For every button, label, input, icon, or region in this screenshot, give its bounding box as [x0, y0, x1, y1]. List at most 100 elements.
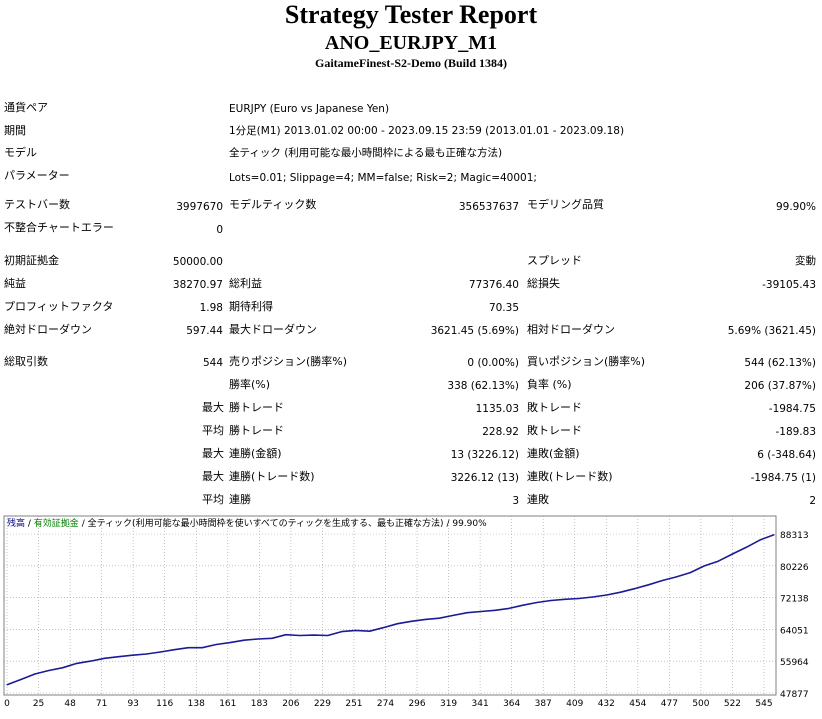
y-tick-label: 88313 [780, 531, 809, 541]
gross-loss-value: -39105.43 [762, 279, 816, 291]
long-label: 買いポジション(勝率%) [527, 355, 646, 368]
avg-win-value: 228.92 [482, 426, 519, 438]
avg-cons-win-label: 連勝 [229, 493, 251, 506]
pf-label: プロフィットファクタ [4, 300, 114, 313]
x-tick-label: 116 [156, 699, 173, 709]
x-tick-label: 206 [282, 699, 299, 709]
gross-loss-label: 総損失 [527, 277, 560, 290]
balance-point [550, 599, 552, 602]
balance-point [243, 639, 245, 641]
trades-label: 総取引数 [4, 355, 48, 368]
balance-point [90, 660, 92, 662]
legend-model: 全ティック(利用可能な最小時間枠を使いすべてのティックを生成する、最も正確な方法… [87, 519, 444, 529]
max-cons-label: 最大 [202, 447, 224, 460]
balance-point [480, 610, 482, 613]
balance-point [313, 634, 315, 636]
max-cons-loss-value: 6 (-348.64) [757, 449, 816, 461]
balance-point [494, 609, 496, 611]
balance-point [285, 634, 287, 636]
balance-point [438, 617, 440, 619]
balance-point [647, 584, 650, 586]
x-tick-label: 409 [566, 699, 583, 709]
long-value: 544 (62.13%) [744, 357, 816, 369]
chart-frame [3, 515, 777, 696]
max-cons-win-label: 連勝(金額) [229, 447, 282, 460]
report-title: Strategy Tester Report [284, 0, 538, 29]
period-value: 1分足(M1) 2013.01.02 00:00 - 2023.09.15 23… [229, 125, 625, 137]
x-tick-label: 71 [96, 699, 107, 709]
server-name: GaitameFinest-S2-Demo (Build 1384) [315, 56, 507, 70]
balance-point [717, 560, 719, 562]
y-tick-label: 64051 [780, 626, 809, 636]
x-tick-label: 93 [127, 699, 138, 709]
balance-point [382, 627, 385, 629]
x-tick-label: 364 [503, 699, 520, 709]
balance-point [369, 630, 371, 632]
bars-value: 3997670 [176, 201, 223, 213]
balance-point [6, 684, 8, 686]
balance-point [564, 598, 566, 600]
balance-point [424, 618, 426, 620]
balance-point [592, 596, 594, 598]
chart-legend: 残高 / 有効証拠金 / 全ティック(利用可能な最小時間枠を使いすべてのティック… [7, 519, 487, 529]
balance-point [773, 534, 775, 536]
win-rate-label: 勝率(%) [229, 378, 271, 391]
balance-point [215, 643, 217, 646]
quality-label: モデリング品質 [527, 198, 604, 211]
balance-chart: 0 25 48 71 93 116 138 161 183 206 229 251 274 296 319 3… [3, 515, 809, 709]
balance-point [578, 597, 580, 600]
balance-point [201, 647, 203, 649]
payoff-label: 期待利得 [229, 300, 273, 313]
balance-point [731, 553, 733, 555]
balance-line [6, 534, 775, 686]
avg-cons-loss-value: 2 [809, 495, 816, 507]
x-tick-label: 138 [188, 699, 205, 709]
max-dd-value: 3621.45 (5.69%) [430, 325, 519, 337]
abs-dd-value: 597.44 [186, 325, 223, 337]
x-tick-label: 25 [33, 699, 44, 709]
x-tick-label: 229 [314, 699, 331, 709]
params-value: Lots=0.01; Slippage=4; MM=false; Risk=2;… [229, 172, 537, 184]
balance-point [410, 620, 412, 622]
pair-value: EURJPY (Euro vs Japanese Yen) [229, 103, 390, 115]
balance-point [689, 572, 691, 574]
max-dd-label: 最大ドローダウン [229, 323, 317, 336]
win-rate-value: 338 (62.13%) [447, 380, 519, 392]
balance-point [229, 642, 231, 644]
balance-point [466, 612, 468, 614]
x-tick-label: 522 [724, 699, 741, 709]
balance-point [745, 546, 747, 548]
balance-point [34, 673, 36, 675]
avg-cons-win-value: 3 [512, 495, 519, 507]
loss-rate-label: 負率 (%) [527, 378, 572, 391]
balance-point [661, 579, 664, 582]
balance-point [508, 607, 510, 609]
balance-point [299, 634, 301, 637]
quality-value: 99.90% [775, 201, 816, 213]
deposit-label: 初期証拠金 [4, 254, 59, 267]
balance-point [341, 631, 343, 633]
y-tick-label: 55964 [780, 658, 809, 668]
balance-point [187, 647, 189, 649]
balance-point [62, 667, 64, 669]
x-tick-label: 454 [629, 699, 646, 709]
payoff-value: 70.35 [488, 302, 519, 314]
y-tick-label: 47877 [780, 690, 809, 700]
x-tick-label: 500 [692, 699, 709, 709]
x-tick-label: 432 [598, 699, 615, 709]
balance-point [355, 629, 357, 631]
largest-win-value: 1135.03 [475, 403, 519, 415]
trades-value: 544 [202, 357, 223, 369]
max-cons-lossamt-label: 連敗(トレード数) [527, 470, 613, 483]
net-value: 38270.97 [172, 279, 223, 291]
balance-point [633, 588, 636, 590]
balance-point [327, 634, 329, 637]
balance-point [675, 576, 678, 578]
rel-dd-label: 相対ドローダウン [527, 323, 615, 336]
largest-label: 最大 [202, 401, 224, 414]
average-label: 平均 [202, 424, 224, 437]
y-tick-label: 80226 [780, 563, 809, 573]
deposit-value: 50000.00 [172, 256, 223, 268]
legend-balance: 残高 [7, 519, 26, 529]
avg-loss-value: -189.83 [775, 426, 816, 438]
